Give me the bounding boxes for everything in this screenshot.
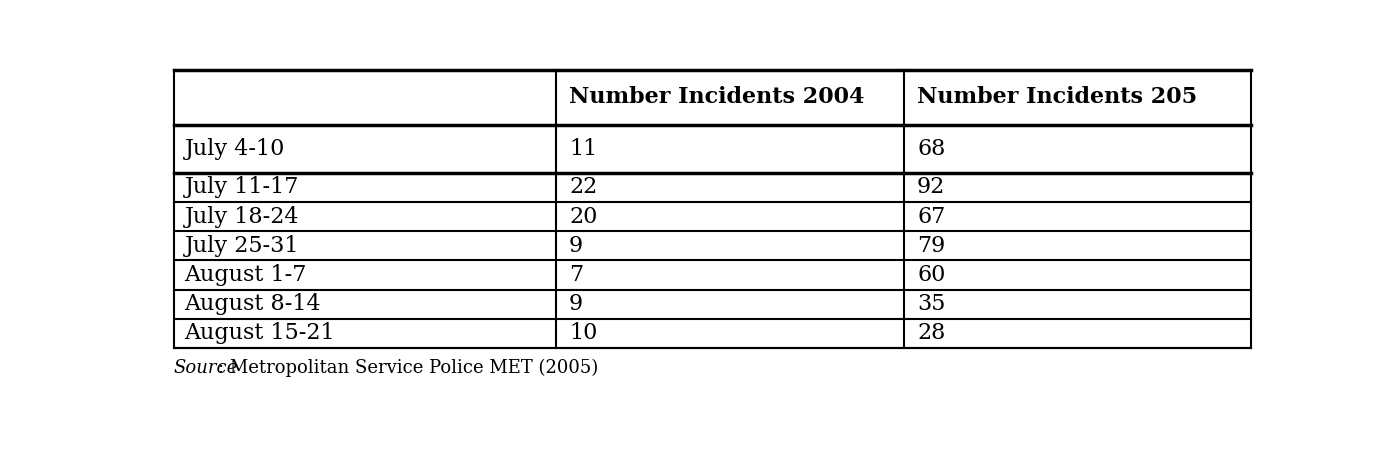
Text: 22: 22 bbox=[569, 176, 598, 198]
Text: August 1-7: August 1-7 bbox=[185, 264, 307, 286]
Text: 7: 7 bbox=[569, 264, 584, 286]
Text: Number Incidents 2004: Number Incidents 2004 bbox=[569, 86, 865, 108]
Text: Source: Source bbox=[174, 359, 238, 377]
Text: July 11-17: July 11-17 bbox=[185, 176, 299, 198]
Text: 9: 9 bbox=[569, 235, 584, 257]
Text: July 18-24: July 18-24 bbox=[185, 206, 299, 228]
Text: 60: 60 bbox=[917, 264, 945, 286]
Text: 35: 35 bbox=[917, 293, 945, 315]
Text: 92: 92 bbox=[917, 176, 945, 198]
Text: 67: 67 bbox=[917, 206, 945, 228]
Text: August 15-21: August 15-21 bbox=[185, 322, 335, 344]
Text: : Metropolitan Service Police MET (2005): : Metropolitan Service Police MET (2005) bbox=[218, 359, 598, 377]
Text: 68: 68 bbox=[917, 138, 945, 160]
Text: 9: 9 bbox=[569, 293, 584, 315]
Text: 11: 11 bbox=[569, 138, 598, 160]
Text: August 8-14: August 8-14 bbox=[185, 293, 321, 315]
Text: 79: 79 bbox=[917, 235, 945, 257]
Text: July 4-10: July 4-10 bbox=[185, 138, 285, 160]
Text: 28: 28 bbox=[917, 322, 945, 344]
Text: Number Incidents 205: Number Incidents 205 bbox=[917, 86, 1197, 108]
Text: July 25-31: July 25-31 bbox=[185, 235, 299, 257]
Text: 20: 20 bbox=[569, 206, 598, 228]
Text: 10: 10 bbox=[569, 322, 598, 344]
